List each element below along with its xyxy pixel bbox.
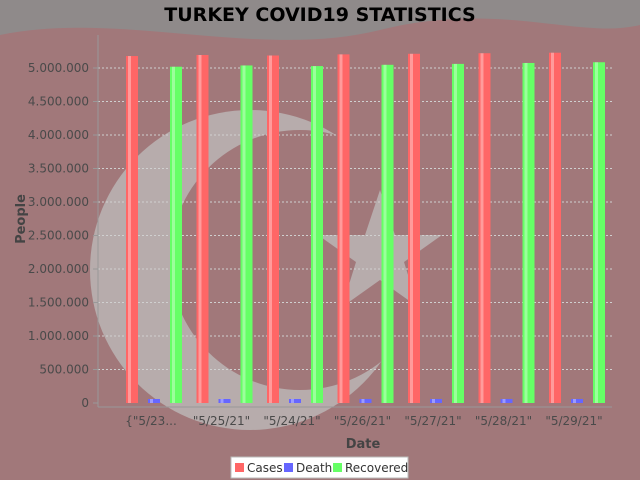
bar-recovered [240, 65, 253, 404]
bar-highlight [242, 65, 246, 404]
bar-death [359, 399, 372, 403]
bar-cases [267, 55, 279, 403]
bar-cases [337, 54, 350, 404]
y-tick-label: 3.500.000 [28, 162, 89, 176]
y-tick-label: 3.000.000 [28, 195, 89, 209]
y-tick-label: 2.000.000 [28, 262, 89, 276]
bar-highlight [551, 52, 554, 404]
bar-highlight [150, 399, 153, 403]
bar-death [571, 399, 583, 403]
bar-highlight [361, 399, 365, 403]
bar-highlight [172, 66, 175, 404]
legend-label-recovered: Recovered [345, 461, 408, 475]
legend-box [230, 456, 409, 479]
bar-highlight [410, 53, 413, 404]
chart-title: TURKEY COVID19 STATISTICS [164, 4, 475, 26]
bar-recovered [522, 62, 535, 403]
bar-cases [549, 52, 561, 404]
bar-highlight [128, 56, 131, 404]
legend-swatch-death [284, 463, 293, 472]
bar-cases [478, 53, 491, 404]
bar-highlight [220, 399, 224, 403]
x-tick-label: "5/25/21" [193, 414, 250, 428]
y-tick-label: 2.500.000 [28, 229, 89, 243]
bar-highlight [480, 53, 484, 404]
bar-cases [126, 56, 138, 404]
bar-highlight [383, 64, 387, 403]
x-tick-label: {"5/23... [125, 414, 177, 428]
y-tick-label: 1.500.000 [28, 296, 89, 310]
bar-highlight [454, 63, 457, 403]
x-tick-label: "5/24/21" [263, 414, 320, 428]
bar-death [289, 399, 301, 403]
bar-highlight [313, 66, 316, 403]
legend-swatch-recovered [333, 463, 342, 472]
y-tick-label: 4.000.000 [28, 128, 89, 142]
bar-recovered [170, 66, 182, 404]
bar-highlight [573, 399, 576, 403]
plot-area: 0 500.000 1.000.000 1.500.000 2.000.000 2.500… [28, 35, 612, 428]
bar-death [218, 399, 231, 403]
bar-recovered [593, 62, 605, 404]
y-axis-title: People [14, 194, 29, 244]
bar-death [148, 399, 160, 403]
y-tick-label: 1.000.000 [28, 329, 89, 343]
x-axis-title: Date [346, 437, 381, 452]
x-tick-label: "5/29/21" [545, 414, 602, 428]
y-axis-ticks: 0 500.000 1.000.000 1.500.000 2.000.000 2.500… [28, 61, 98, 410]
bar-cases [196, 54, 209, 404]
bar-death [500, 399, 513, 403]
y-tick-label: 0 [81, 396, 89, 410]
bar-highlight [339, 54, 343, 404]
legend-label-cases: Cases [247, 461, 283, 475]
legend: Cases Death Recovered [230, 456, 409, 479]
bar-highlight [595, 62, 598, 404]
bar-highlight [502, 399, 506, 403]
bar-recovered [381, 64, 394, 403]
x-tick-label: "5/27/21" [404, 414, 461, 428]
y-tick-label: 4.500.000 [28, 95, 89, 109]
bar-highlight [291, 399, 294, 403]
bar-highlight [269, 55, 272, 403]
x-axis-ticks: {"5/23... "5/25/21" "5/24/21" "5/26/21" "5/2… [125, 414, 602, 428]
bar-highlight [524, 62, 528, 403]
bar-highlight [198, 54, 202, 404]
y-tick-label: 5.000.000 [28, 61, 89, 75]
legend-swatch-cases [235, 463, 244, 472]
bar-cases [408, 53, 420, 404]
bar-highlight [432, 399, 435, 403]
bar-death [430, 399, 442, 403]
bar-recovered [311, 66, 323, 403]
legend-label-death: Death [296, 461, 332, 475]
y-tick-label: 500.000 [39, 363, 89, 377]
bar-recovered [452, 63, 464, 403]
bars [126, 52, 605, 404]
x-tick-label: "5/26/21" [334, 414, 391, 428]
x-tick-label: "5/28/21" [475, 414, 532, 428]
